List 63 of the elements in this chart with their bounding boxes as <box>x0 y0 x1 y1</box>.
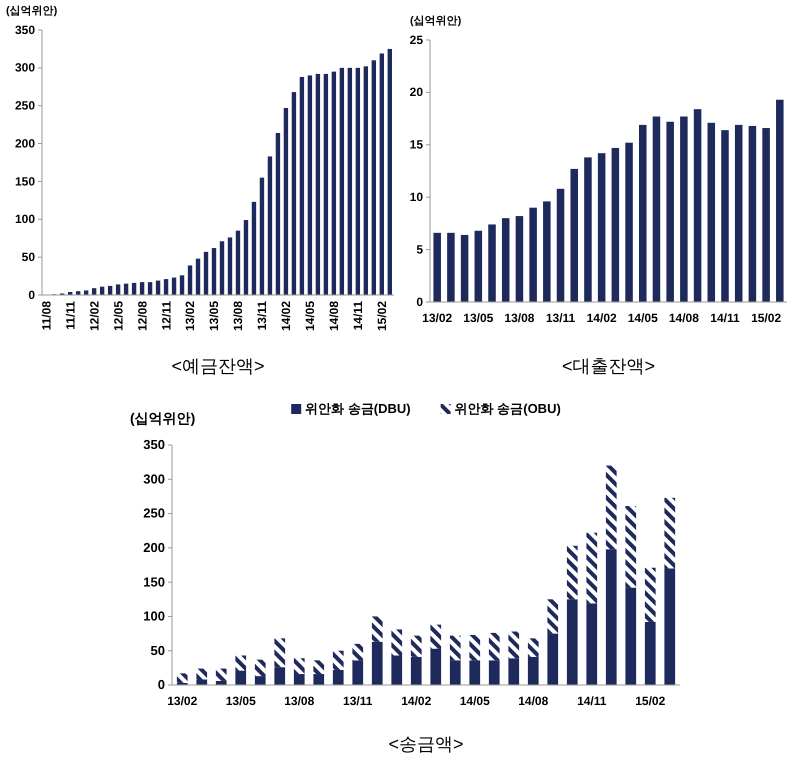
x-tick-label: 13/08 <box>284 694 315 708</box>
y-tick-label: 25 <box>410 32 424 47</box>
x-tick-label: 14/02 <box>586 310 617 325</box>
x-tick-label: 14/08 <box>668 310 700 325</box>
y-tick-label: 350 <box>14 22 36 37</box>
x-tick-label: 13/05 <box>463 310 494 325</box>
x-tick-label: 13/02 <box>167 694 198 708</box>
y-tick-label: 5 <box>416 242 424 256</box>
y-tick-label: 200 <box>14 136 36 150</box>
x-tick-label: 12/11 <box>159 300 174 330</box>
y-tick-label: 0 <box>28 288 36 302</box>
y-tick-label: 20 <box>410 85 424 100</box>
y-tick-label: 50 <box>22 250 36 264</box>
x-tick-label: 15/02 <box>635 694 666 708</box>
x-tick-label: 14/02 <box>279 300 294 332</box>
x-tick-label: 13/05 <box>226 694 256 708</box>
x-tick-label: 11/08 <box>39 300 54 330</box>
x-tick-label: 14/08 <box>327 300 342 332</box>
y-tick-label: 250 <box>14 98 36 113</box>
x-tick-label: 12/02 <box>87 300 102 332</box>
x-tick-label: 13/08 <box>504 310 535 325</box>
x-tick-label: 13/11 <box>546 310 576 325</box>
legend-label: 위안화 송금(OBU) <box>454 401 561 416</box>
x-tick-label: 11/11 <box>63 300 78 330</box>
y-tick-label: 150 <box>14 174 36 188</box>
y-tick-label: 15 <box>410 138 424 152</box>
y-tick-label: 250 <box>143 506 165 521</box>
x-tick-label: 13/11 <box>343 694 373 708</box>
y-tick-label: 300 <box>143 471 165 486</box>
x-tick-label: 14/02 <box>401 694 432 708</box>
y-axis-title: (십억위안) <box>6 5 58 17</box>
y-tick-label: 300 <box>14 60 36 75</box>
x-tick-label: 14/05 <box>628 310 658 325</box>
y-tick-label: 0 <box>158 677 165 692</box>
y-tick-label: 0 <box>416 294 424 309</box>
y-axis-title: (십억위안) <box>410 15 462 27</box>
x-tick-label: 14/11 <box>351 300 366 330</box>
text: <예금잔액> <box>171 356 265 376</box>
y-tick-label: 200 <box>143 540 165 556</box>
text: <송금액> <box>388 734 464 754</box>
x-tick-label: 14/05 <box>303 300 318 332</box>
y-tick-label: 10 <box>410 190 424 204</box>
x-tick-label: 13/08 <box>231 300 246 332</box>
x-tick-label: 14/08 <box>518 694 549 708</box>
x-tick-label: 14/11 <box>710 310 740 325</box>
legend-label: 위안화 송금(DBU) <box>305 401 411 416</box>
x-tick-label: 13/11 <box>255 300 270 330</box>
x-tick-label: 12/05 <box>111 300 126 332</box>
x-tick-label: 15/02 <box>751 310 782 325</box>
x-tick-label: 12/08 <box>135 300 150 332</box>
y-tick-label: 50 <box>150 642 165 658</box>
x-tick-label: 13/02 <box>422 310 453 325</box>
x-tick-label: 14/05 <box>460 694 490 708</box>
y-tick-label: 100 <box>143 608 165 624</box>
x-tick-label: 13/05 <box>207 300 222 332</box>
y-tick-label: 150 <box>143 574 165 590</box>
x-tick-label: 13/02 <box>183 300 198 332</box>
y-axis-title: (십억위안) <box>130 410 196 426</box>
text: <대출잔액> <box>562 356 656 376</box>
y-tick-label: 350 <box>143 437 165 452</box>
x-tick-label: 14/11 <box>577 694 607 708</box>
x-tick-label: 15/02 <box>375 300 390 332</box>
y-tick-label: 100 <box>14 212 36 226</box>
